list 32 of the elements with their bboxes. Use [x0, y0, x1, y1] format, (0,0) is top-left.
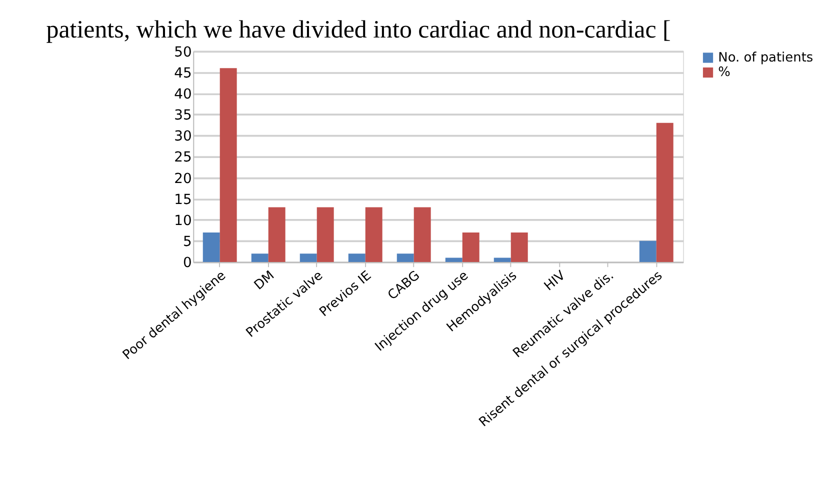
bar: [251, 254, 268, 262]
bar: [348, 254, 366, 262]
bar: [639, 240, 656, 262]
bar: [300, 254, 317, 262]
y-tick-label: 10: [174, 212, 192, 229]
bar: [462, 232, 480, 262]
bar: [365, 207, 382, 262]
x-tick-label: DM: [252, 268, 278, 294]
y-tick-label: 50: [174, 44, 192, 60]
legend-label: %: [718, 65, 730, 80]
bar: [220, 68, 237, 262]
y-tick-label: 25: [174, 150, 192, 166]
text: patients, which we have divided into cardiac and non-cardiac [: [46, 16, 671, 44]
y-tick-label: 0: [182, 255, 192, 272]
y-tick-label: 30: [174, 128, 192, 145]
y-tick-label: 20: [174, 170, 192, 187]
bar: [268, 207, 286, 262]
y-tick-label: 45: [174, 65, 192, 82]
y-tick-label: 5: [182, 234, 192, 250]
bar: [656, 122, 674, 262]
x-tick-label: HIV: [542, 268, 569, 294]
bar: [445, 258, 462, 262]
y-tick-label: 35: [174, 108, 192, 124]
y-tick-label: 40: [174, 86, 192, 102]
bar: [510, 232, 528, 262]
bar: [396, 254, 414, 262]
y-tick-label: 15: [174, 192, 192, 208]
bar: [202, 232, 220, 262]
bar: [414, 207, 431, 262]
bar: [494, 258, 511, 262]
bar: [316, 207, 334, 262]
legend-label: No. of patients: [718, 50, 814, 66]
